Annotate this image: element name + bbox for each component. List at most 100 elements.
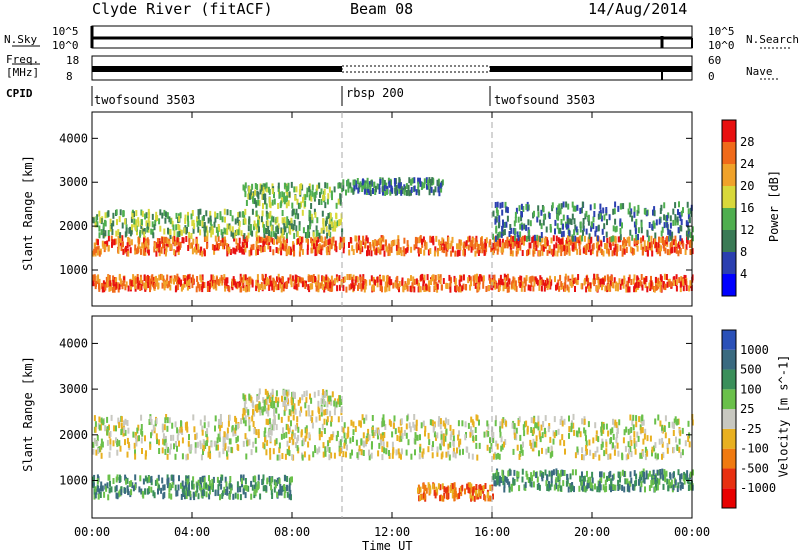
- data-cell: [588, 439, 591, 446]
- data-cell: [391, 431, 394, 438]
- data-cell: [500, 246, 503, 253]
- data-cell: [265, 407, 268, 414]
- data-cell: [187, 220, 190, 227]
- data-cell: [596, 246, 599, 253]
- data-cell: [486, 491, 489, 498]
- data-cell: [474, 250, 477, 257]
- data-cell: [439, 484, 442, 491]
- data-cell: [538, 250, 541, 257]
- data-cell: [269, 435, 272, 442]
- data-cell: [548, 213, 551, 219]
- data-cell: [500, 477, 503, 483]
- data-cell: [115, 230, 118, 237]
- data-cell: [134, 484, 137, 491]
- data-cell: [679, 474, 682, 481]
- data-cell: [310, 397, 313, 404]
- data-cell: [426, 183, 428, 190]
- data-cell: [468, 235, 471, 242]
- data-cell: [429, 248, 432, 254]
- data-cell: [108, 451, 111, 458]
- data-cell: [358, 244, 360, 251]
- data-cell: [617, 485, 620, 491]
- data-cell: [449, 243, 452, 250]
- data-cell: [168, 492, 171, 499]
- data-cell: [508, 278, 511, 285]
- data-cell: [170, 493, 173, 500]
- data-cell: [603, 486, 606, 493]
- data-cell: [477, 243, 480, 250]
- data-cell: [653, 286, 656, 293]
- data-cell: [674, 235, 677, 242]
- data-cell: [540, 285, 543, 292]
- data-cell: [352, 284, 355, 291]
- data-cell: [243, 233, 246, 240]
- data-cell: [541, 432, 544, 439]
- data-cell: [141, 448, 143, 454]
- data-cell: [557, 246, 560, 253]
- data-cell: [255, 231, 258, 238]
- data-cell: [640, 481, 643, 488]
- data-cell: [269, 447, 272, 454]
- data-cell: [672, 447, 675, 453]
- data-cell: [521, 224, 524, 231]
- data-cell: [410, 187, 413, 193]
- data-cell: [150, 479, 153, 486]
- data-cell: [605, 231, 608, 238]
- data-cell: [177, 245, 180, 252]
- data-cell: [255, 486, 258, 493]
- data-cell: [288, 493, 291, 500]
- data-cell: [466, 483, 469, 490]
- data-cell: [651, 474, 654, 481]
- data-cell: [237, 212, 240, 218]
- data-cell: [330, 217, 333, 224]
- data-cell: [614, 218, 617, 225]
- data-cell: [181, 437, 184, 444]
- data-cell: [335, 435, 338, 442]
- data-cell: [354, 235, 357, 242]
- data-cell: [315, 285, 318, 292]
- data-cell: [382, 189, 384, 196]
- data-cell: [134, 474, 137, 481]
- data-cell: [176, 445, 178, 452]
- data-cell: [302, 196, 304, 203]
- data-cell: [597, 283, 600, 290]
- data-cell: [482, 282, 485, 289]
- data-cell: [187, 215, 189, 222]
- data-cell: [326, 232, 329, 239]
- data-cell: [188, 486, 190, 492]
- data-cell: [308, 231, 311, 238]
- data-cell: [664, 432, 667, 439]
- data-cell: [130, 216, 133, 223]
- data-cell: [568, 432, 570, 439]
- data-cell: [231, 215, 234, 222]
- data-cell: [112, 478, 115, 484]
- data-cell: [664, 415, 667, 422]
- data-cell: [657, 453, 659, 460]
- data-cell: [234, 427, 237, 434]
- data-cell: [425, 487, 428, 494]
- data-cell: [92, 476, 95, 483]
- data-cell: [258, 226, 260, 233]
- data-cell: [392, 240, 395, 246]
- data-cell: [511, 281, 514, 288]
- data-cell: [110, 223, 113, 230]
- colorbar-tick-label: 500: [740, 363, 762, 377]
- data-cell: [501, 418, 504, 425]
- data-cell: [479, 274, 482, 281]
- data-cell: [248, 250, 251, 257]
- data-cell: [689, 471, 692, 478]
- data-cell: [257, 214, 260, 221]
- data-cell: [300, 244, 303, 251]
- data-cell: [458, 250, 461, 257]
- data-cell: [273, 408, 275, 415]
- data-cell: [530, 442, 533, 449]
- data-cell: [146, 226, 149, 233]
- data-cell: [619, 234, 622, 241]
- data-cell: [320, 199, 323, 205]
- data-cell: [194, 447, 197, 454]
- data-cell: [494, 420, 497, 427]
- data-cell: [604, 243, 606, 249]
- data-cell: [256, 190, 259, 197]
- data-cell: [525, 275, 528, 282]
- data-cell: [343, 442, 346, 449]
